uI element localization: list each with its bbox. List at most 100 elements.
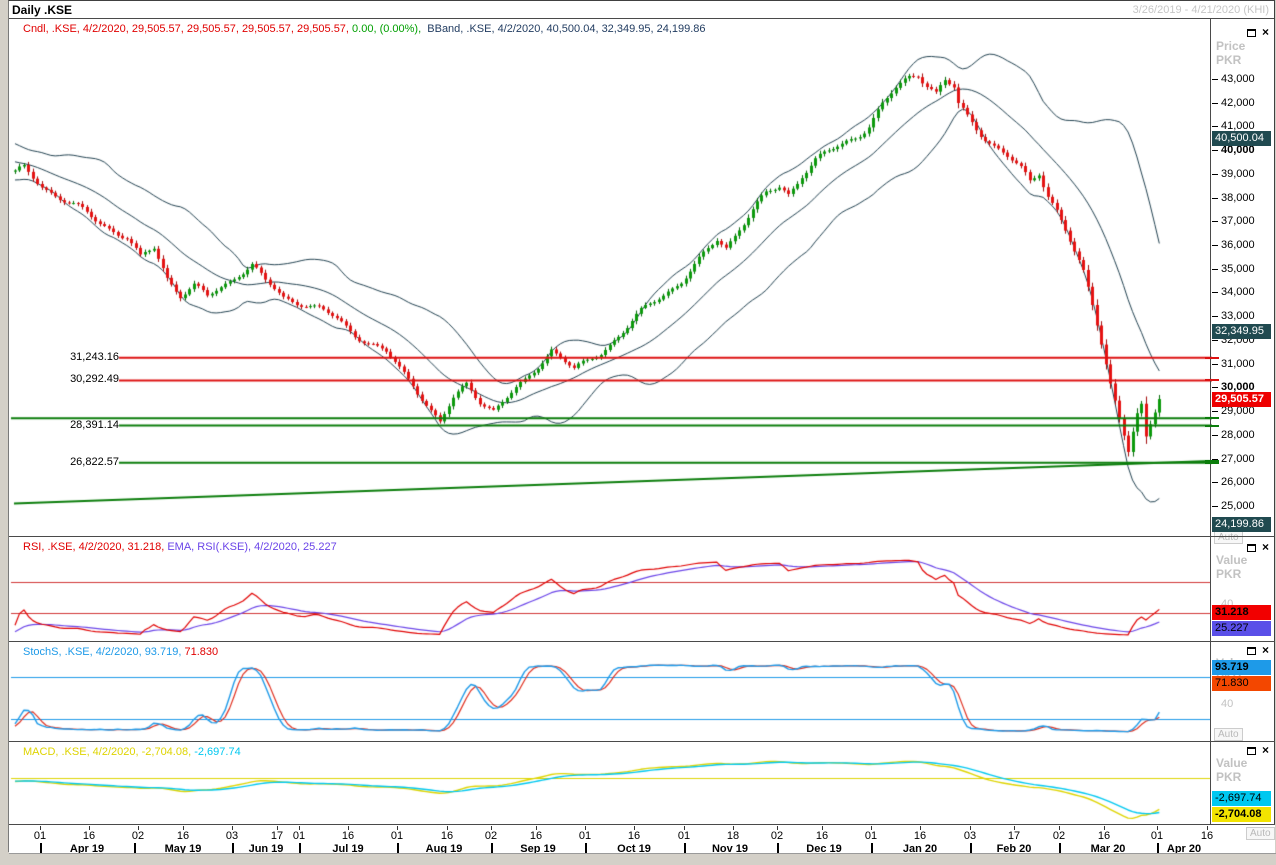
- day-tickmark: [1207, 826, 1208, 830]
- day-tickmark: [1014, 826, 1015, 830]
- macd-panel-border: [9, 741, 1275, 742]
- price-legend: Cndl, .KSE, 4/2/2020, 29,505.57, 29,505.…: [23, 23, 706, 35]
- price-axis-label: 33,000: [1221, 310, 1255, 322]
- day-tickmark: [536, 826, 537, 830]
- close-icon[interactable]: ×: [1262, 25, 1270, 39]
- month-label: Sep 19: [520, 843, 556, 855]
- axis-value-badge: 71.830: [1212, 676, 1271, 691]
- date-range: 3/26/2019 - 4/21/2020 (KHI): [1132, 4, 1269, 16]
- macd-chart-canvas[interactable]: [10, 742, 1211, 823]
- day-tickmark: [634, 826, 635, 830]
- bband-legend: BBand, .KSE, 4/2/2020, 40,500.04, 32,349…: [427, 23, 706, 35]
- price-line-axis-mark: [1205, 425, 1219, 427]
- month-label: Oct 19: [617, 843, 651, 855]
- close-icon[interactable]: ×: [1262, 540, 1270, 554]
- month-label: Dec 19: [806, 843, 842, 855]
- month-separator: [871, 843, 873, 855]
- maximize-icon[interactable]: [1247, 544, 1256, 552]
- day-tick-label: 02: [484, 830, 498, 842]
- stoch-auto-button[interactable]: Auto: [1214, 728, 1243, 741]
- close-icon[interactable]: ×: [1262, 643, 1270, 657]
- day-tickmark: [447, 826, 448, 830]
- titlebar: Daily .KSE 3/26/2019 - 4/21/2020 (KHI): [9, 1, 1274, 19]
- month-separator: [299, 843, 301, 855]
- price-axis-tickmark: [1212, 459, 1218, 460]
- day-tickmark: [89, 826, 90, 830]
- price-axis-label: 37,000: [1221, 215, 1255, 227]
- maximize-icon[interactable]: [1247, 29, 1256, 37]
- chart-window: Daily .KSE 3/26/2019 - 4/21/2020 (KHI) C…: [8, 0, 1276, 865]
- day-tickmark: [232, 826, 233, 830]
- maximize-icon[interactable]: [1247, 747, 1256, 755]
- day-tick-label: 17: [1007, 830, 1021, 842]
- price-axis-unit: Price PKR: [1216, 39, 1246, 67]
- price-line-label: 30,292.49: [70, 373, 119, 385]
- stoch-chart-canvas[interactable]: [10, 642, 1211, 740]
- macd-signal-legend: -2,697.74: [194, 746, 241, 758]
- page-title: Daily .KSE: [12, 3, 73, 17]
- price-auto-button[interactable]: Auto: [1214, 531, 1243, 544]
- price-line-axis-mark: [1205, 462, 1219, 464]
- day-tick-label: 16: [627, 830, 641, 842]
- month-label: Mar 20: [1090, 843, 1126, 855]
- price-axis-label: 35,000: [1221, 263, 1255, 275]
- day-tick-label: 17: [270, 830, 284, 842]
- price-axis-tickmark: [1212, 245, 1218, 246]
- axis-value-badge: 93.719: [1212, 660, 1271, 675]
- month-separator: [397, 843, 399, 855]
- day-tickmark: [348, 826, 349, 830]
- maximize-icon[interactable]: [1247, 647, 1256, 655]
- day-tickmark: [1059, 826, 1060, 830]
- price-axis-tickmark: [1212, 364, 1218, 365]
- rsi-window-controls: ×: [1247, 540, 1273, 554]
- price-chart-canvas[interactable]: [10, 19, 1212, 535]
- price-axis-tickmark: [1212, 482, 1218, 483]
- price-line-axis-mark: [1205, 357, 1219, 359]
- price-axis-label: 40,000: [1221, 144, 1255, 156]
- price-axis-label: 42,000: [1221, 97, 1255, 109]
- month-label: Jan 20: [902, 843, 938, 855]
- price-axis-label: 43,000: [1221, 73, 1255, 85]
- price-axis-tickmark: [1212, 340, 1218, 341]
- price-window-controls: ×: [1247, 25, 1273, 39]
- day-tickmark: [1157, 826, 1158, 830]
- day-tick-label: 01: [1150, 830, 1164, 842]
- price-axis-tickmark: [1212, 221, 1218, 222]
- day-tick-label: 02: [1052, 830, 1066, 842]
- month-separator: [684, 843, 686, 855]
- day-tickmark: [920, 826, 921, 830]
- price-axis-tickmark: [1212, 79, 1218, 80]
- month-separator: [585, 843, 587, 855]
- day-tick-label: 01: [292, 830, 306, 842]
- price-axis-label: 34,000: [1221, 286, 1255, 298]
- day-tick-label: 01: [33, 830, 47, 842]
- month-separator: [1157, 843, 1159, 855]
- date-auto-button[interactable]: Auto: [1246, 827, 1275, 840]
- macd-main-legend: MACD, .KSE, 4/2/2020, -2,704.08,: [23, 746, 192, 758]
- day-tick-label: 01: [864, 830, 878, 842]
- day-tick-label: 16: [1097, 830, 1111, 842]
- rsi-legend: RSI, .KSE, 4/2/2020, 31.218, EMA, RSI(.K…: [23, 541, 337, 553]
- close-icon[interactable]: ×: [1262, 743, 1270, 757]
- price-axis-tickmark: [1212, 435, 1218, 436]
- day-tick-label: 16: [82, 830, 96, 842]
- month-label: Feb 20: [996, 843, 1032, 855]
- day-tickmark: [491, 826, 492, 830]
- day-tickmark: [871, 826, 872, 830]
- axis-value-badge: 29,505.57: [1212, 392, 1271, 407]
- trend-line-axis-mark: [1205, 460, 1219, 462]
- price-line-label: 31,243.16: [70, 351, 119, 363]
- month-separator: [134, 843, 136, 855]
- day-tick-label: 01: [578, 830, 592, 842]
- axis-value-badge: 32,349.95: [1212, 324, 1271, 339]
- macd-legend: MACD, .KSE, 4/2/2020, -2,704.08, -2,697.…: [23, 746, 241, 758]
- month-separator: [232, 843, 234, 855]
- price-axis-label: 30,000: [1221, 381, 1255, 393]
- price-axis-tickmark: [1212, 316, 1218, 317]
- day-tick-label: 01: [390, 830, 404, 842]
- price-axis-label: 36,000: [1221, 239, 1255, 251]
- rsi-chart-canvas[interactable]: [10, 537, 1211, 640]
- day-tickmark: [277, 826, 278, 830]
- month-separator: [1059, 843, 1061, 855]
- price-axis-label: 41,000: [1221, 120, 1255, 132]
